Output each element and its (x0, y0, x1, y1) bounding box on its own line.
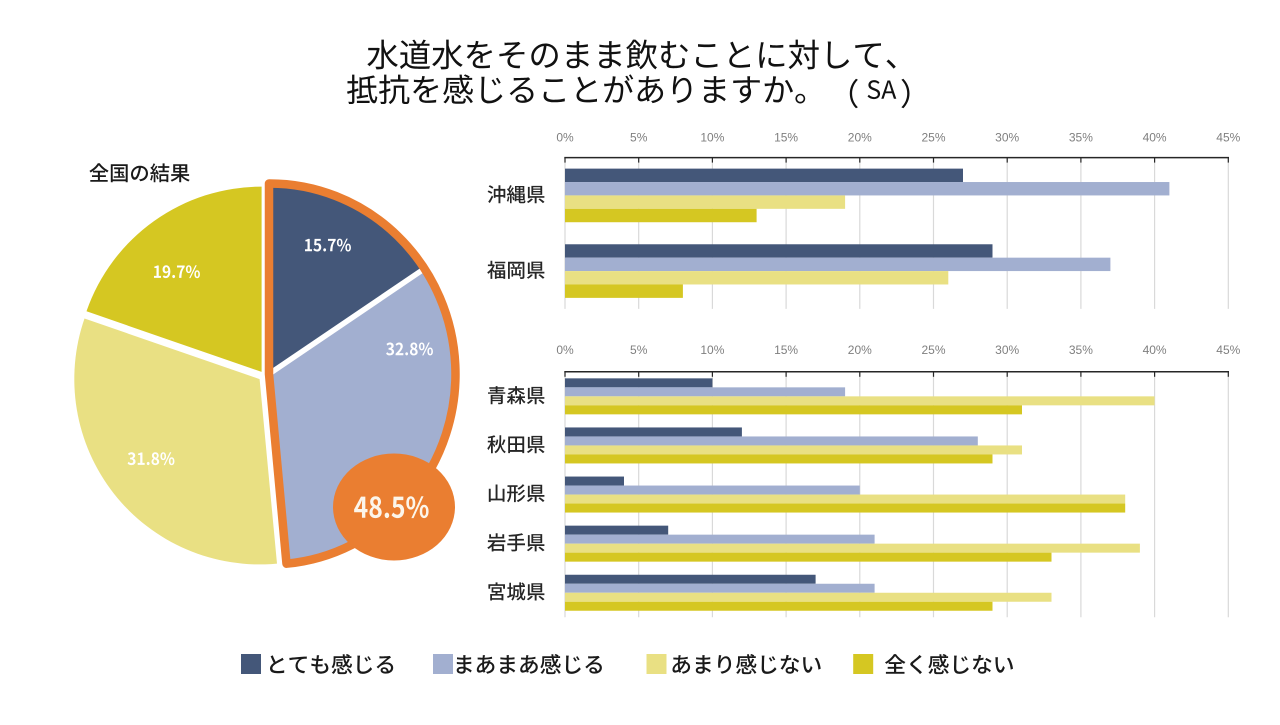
svg-text:15%: 15% (774, 131, 798, 145)
svg-text:40%: 40% (1143, 343, 1167, 357)
svg-text:40%: 40% (1143, 131, 1167, 145)
svg-text:5%: 5% (630, 343, 648, 357)
svg-text:0%: 0% (556, 131, 574, 145)
svg-text:20%: 20% (848, 131, 872, 145)
svg-text:10%: 10% (700, 343, 724, 357)
svg-text:5%: 5% (630, 131, 648, 145)
svg-text:10%: 10% (700, 131, 724, 145)
svg-text:35%: 35% (1069, 131, 1093, 145)
svg-text:45%: 45% (1216, 131, 1240, 145)
svg-text:35%: 35% (1069, 343, 1093, 357)
svg-text:0%: 0% (556, 343, 574, 357)
svg-text:25%: 25% (921, 131, 945, 145)
svg-text:30%: 30% (995, 343, 1019, 357)
svg-text:25%: 25% (921, 343, 945, 357)
svg-text:45%: 45% (1216, 343, 1240, 357)
svg-text:15%: 15% (774, 343, 798, 357)
svg-text:30%: 30% (995, 131, 1019, 145)
svg-text:20%: 20% (848, 343, 872, 357)
